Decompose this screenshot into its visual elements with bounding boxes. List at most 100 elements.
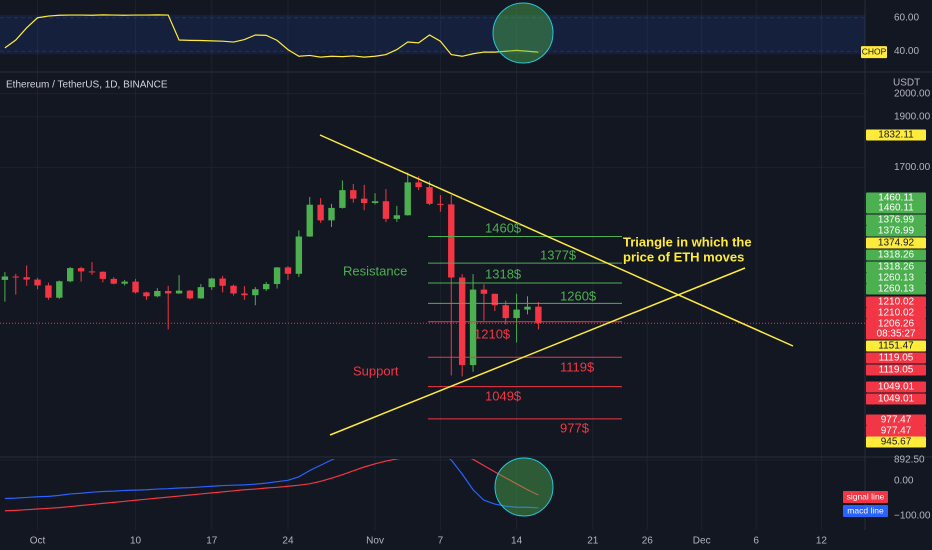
legend-label: macd line [847, 505, 884, 515]
x-tick-label: 14 [511, 536, 523, 547]
y-tick-label: 892.50 [894, 455, 925, 466]
price-label: 977.47 [881, 426, 912, 437]
x-tick-label: Dec [693, 536, 711, 547]
price-label: 1318.26 [878, 262, 915, 273]
candle-body [426, 187, 433, 204]
candle-body [99, 271, 107, 279]
price-label-box [866, 393, 926, 405]
candle-body [317, 204, 324, 221]
candle-body [1, 276, 9, 280]
candle-body [230, 285, 237, 294]
price-label-box [866, 414, 926, 426]
candle-body [132, 281, 139, 293]
x-tick-label: 21 [587, 536, 599, 547]
price-label: 1832.11 [878, 130, 914, 141]
price-label-box [866, 364, 926, 376]
highlight-circle [494, 457, 554, 517]
candle-body [56, 281, 63, 298]
candle-body [491, 293, 499, 306]
y-tick-label: 40.00 [894, 46, 919, 57]
x-tick-label: Nov [366, 536, 384, 547]
x-tick-label: 7 [438, 536, 444, 547]
y-tick-label: 2000.00 [894, 88, 931, 99]
price-label: 1049.01 [878, 394, 915, 405]
candle-body [273, 267, 281, 285]
price-label-box [866, 129, 926, 141]
legend-label: CHOP [862, 46, 887, 56]
price-label-box [866, 261, 926, 273]
price-label-box [866, 340, 926, 352]
level-label: 1460$ [485, 220, 522, 235]
candle-body [252, 289, 259, 296]
y-tick-label: 1900.00 [894, 112, 931, 123]
price-label: 977.47 [881, 415, 912, 426]
price-label: 945.67 [881, 437, 912, 448]
candle-body [437, 203, 444, 205]
price-label: 1210.02 [878, 297, 915, 308]
price-label-box [866, 272, 926, 284]
candle-body [45, 285, 52, 298]
candle-body [513, 309, 520, 319]
price-label: 1119.05 [879, 353, 914, 364]
price-label: 1376.99 [878, 226, 915, 237]
price-label-box [866, 283, 926, 295]
annotation: Resistance [343, 263, 407, 278]
price-label: 1374.92 [878, 238, 915, 249]
price-label-box [866, 296, 926, 308]
candle-body [143, 292, 150, 297]
x-tick-label: 6 [753, 536, 759, 547]
annotation: Triangle in which the [623, 234, 752, 249]
level-label: 1260$ [560, 288, 597, 303]
price-label-box [866, 214, 926, 226]
level-label: 1377$ [540, 247, 577, 262]
price-label-box [866, 249, 926, 261]
y-tick-label: 1700.00 [894, 162, 931, 173]
price-label: 1049.01 [878, 382, 915, 393]
candle-body [404, 182, 411, 216]
candle-body [110, 278, 117, 284]
candle-body [197, 287, 205, 299]
legend-box [843, 505, 888, 517]
y-tick-label: −100.00 [894, 511, 931, 522]
legend-box [861, 46, 887, 59]
candle-body [328, 207, 335, 221]
candle-body [502, 305, 509, 319]
candle-body [524, 306, 531, 310]
price-label: 1151.47 [878, 341, 914, 352]
price-label: 1260.13 [878, 273, 915, 284]
level-label: 977$ [560, 420, 590, 435]
candle-body [371, 201, 379, 203]
candle-body [67, 268, 74, 282]
candle-body [77, 268, 85, 272]
price-label: 1460.11 [878, 193, 914, 204]
candle-body [208, 278, 215, 288]
level-label: 1119$ [560, 359, 595, 374]
candle-body [121, 281, 128, 284]
candle-body [295, 236, 303, 274]
resistance-trendline [319, 134, 794, 347]
x-tick-label: 12 [816, 536, 828, 547]
x-tick-label: 24 [282, 536, 294, 547]
candle-body [306, 204, 313, 237]
candle-body [165, 290, 172, 294]
price-label: 1460.11 [878, 203, 914, 214]
level-label: 1049$ [485, 388, 522, 403]
candle-body [448, 204, 455, 278]
level-label: 1318$ [485, 266, 522, 281]
price-label: 1376.99 [878, 215, 915, 226]
symbol-title: Ethereum / TetherUS, 1D, BINANCE [6, 80, 168, 91]
candle-body [458, 277, 466, 366]
candle-body [469, 289, 477, 366]
candle-body [175, 290, 183, 294]
candle-body [480, 289, 488, 294]
legend-label: signal line [847, 491, 885, 501]
candle-body [12, 276, 19, 278]
band [0, 14, 865, 55]
countdown: 08:35:27 [877, 329, 916, 340]
candle-body [23, 277, 30, 280]
price-label-box [866, 202, 926, 214]
candle-body [535, 306, 542, 324]
